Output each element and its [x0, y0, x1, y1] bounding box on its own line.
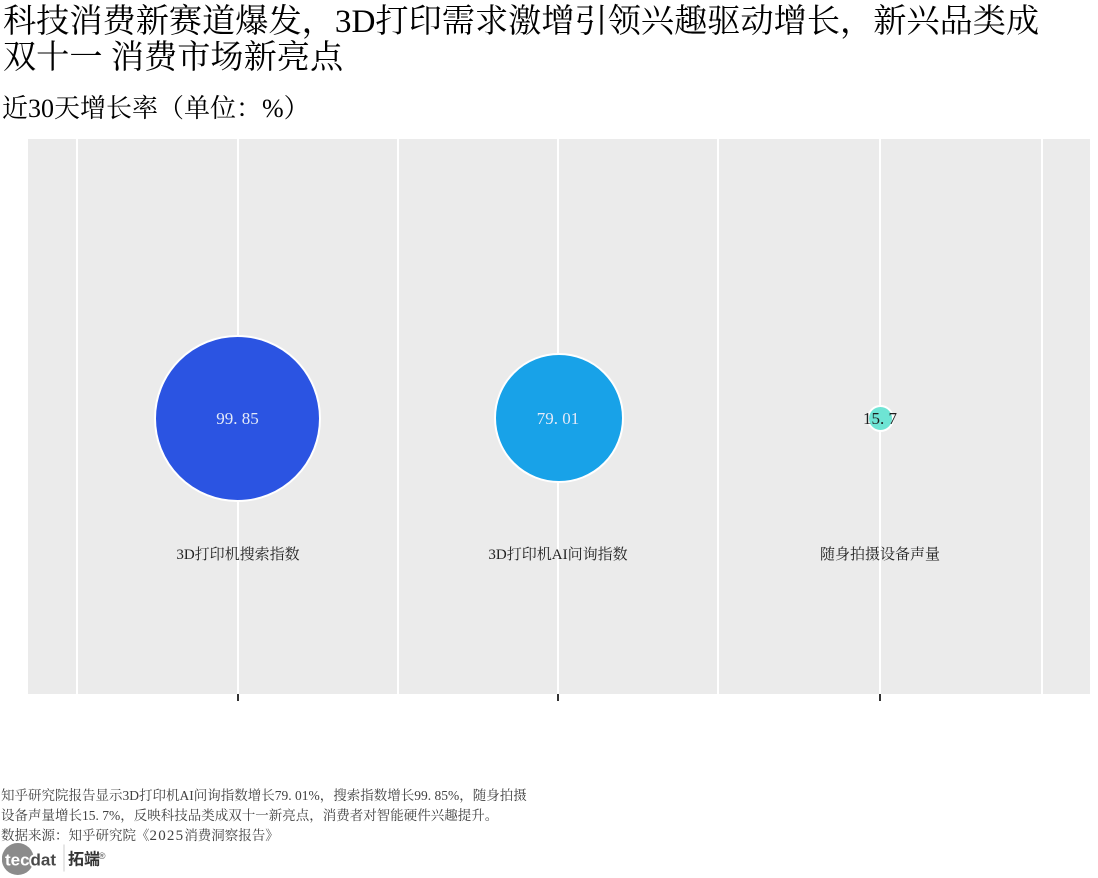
- svg-text:拓端: 拓端: [68, 846, 100, 870]
- svg-text:tec: tec: [5, 851, 30, 870]
- svg-text:dat: dat: [31, 851, 57, 870]
- svg-text:®: ®: [99, 851, 106, 862]
